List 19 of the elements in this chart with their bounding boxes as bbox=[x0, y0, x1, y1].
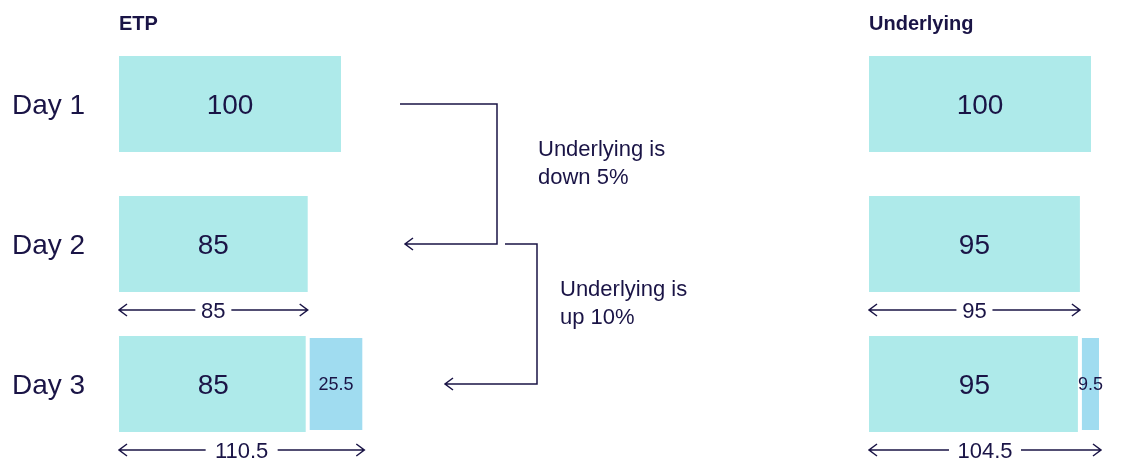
chart-title: Underlying bbox=[869, 12, 974, 34]
annotation: 95 bbox=[962, 297, 987, 323]
data-label: 95 bbox=[958, 228, 991, 260]
annotation: 85 bbox=[201, 297, 226, 323]
data-label: 100 bbox=[206, 88, 254, 120]
data-label: 100 bbox=[956, 88, 1004, 120]
data-label: 85 bbox=[197, 228, 229, 260]
annotation: 110.5 bbox=[214, 437, 269, 460]
data-label: 85 bbox=[197, 368, 229, 400]
text: Underlying is up 10% bbox=[560, 276, 688, 329]
y-tick-label: Day 2 bbox=[12, 228, 86, 260]
y-tick-label: Day 1 bbox=[12, 88, 86, 120]
text: Underlying is down 5% bbox=[538, 136, 666, 189]
chart-title: ETP bbox=[119, 12, 158, 34]
y-tick-label: Day 3 bbox=[12, 368, 86, 400]
data-label: 95 bbox=[958, 368, 991, 400]
data-label: 9.5 bbox=[1077, 374, 1103, 394]
annotation: 104.5 bbox=[957, 437, 1013, 460]
data-label: 25.5 bbox=[318, 374, 354, 394]
